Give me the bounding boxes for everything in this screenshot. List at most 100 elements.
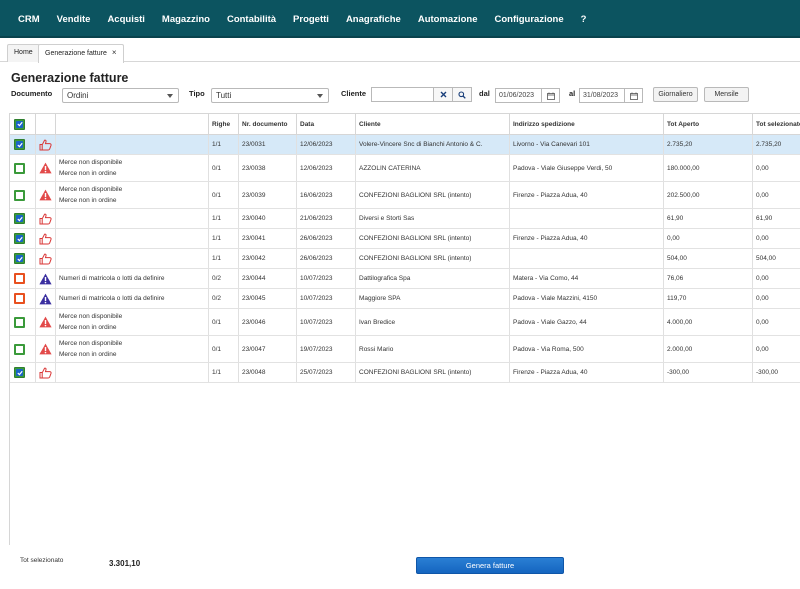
cell-tot-selezionato: 0,00	[756, 345, 769, 353]
column-divider	[296, 289, 297, 308]
column-divider	[55, 336, 56, 362]
row-checkbox[interactable]	[14, 189, 25, 201]
column-divider	[752, 114, 753, 134]
documento-select[interactable]: Ordini	[62, 88, 179, 103]
tab-generazione-fatture-label: Generazione fatture	[45, 50, 107, 57]
column-divider	[663, 363, 664, 382]
select-all-checkbox[interactable]	[14, 118, 25, 130]
cell-data: 21/06/2023	[300, 215, 333, 222]
column-divider	[355, 363, 356, 382]
nav-item-help[interactable]: ?	[580, 13, 587, 25]
column-divider	[355, 309, 356, 335]
table-row[interactable]: 1/1 23/0048 25/07/2023 CONFEZIONI BAGLIONI …	[10, 363, 800, 383]
giornaliero-button[interactable]: Giornaliero	[653, 87, 698, 102]
al-calendar-button[interactable]	[624, 88, 643, 103]
column-divider	[35, 309, 36, 335]
row-checkbox[interactable]	[14, 367, 25, 378]
tab-generazione-fatture[interactable]: Generazione fatture ×	[38, 44, 124, 63]
cell-nr-documento: 23/0042	[242, 255, 266, 262]
nav-item-contabilit[interactable]: Contabilità	[226, 13, 277, 25]
header-messages	[55, 114, 208, 134]
table-row[interactable]: Merce non disponibile Merce non in ordine…	[10, 182, 800, 209]
header-tot-aperto[interactable]: Tot Aperto	[667, 120, 700, 128]
nav-item-acquisti[interactable]: Acquisti	[107, 13, 145, 25]
nav-item-automazione[interactable]: Automazione	[417, 13, 478, 25]
top-navbar: CRM Vendite Acquisti Magazzino Contabilità Pr…	[0, 0, 800, 38]
row-checkbox[interactable]	[14, 343, 25, 355]
row-status-cell	[35, 289, 55, 308]
genera-fatture-button[interactable]: Genera fatture	[416, 557, 564, 574]
dal-date-input[interactable]: 01/06/2023	[495, 88, 542, 103]
cell-nr-documento: 23/0031	[242, 141, 266, 148]
cell-data: 26/06/2023	[300, 255, 333, 262]
cell-tot-selezionato: 2.735,20	[756, 141, 782, 148]
mensile-button[interactable]: Mensile	[704, 87, 749, 102]
row-checkbox[interactable]	[14, 139, 25, 150]
column-divider	[296, 336, 297, 362]
column-divider	[355, 249, 356, 268]
row-select-cell	[10, 249, 35, 268]
cliente-input[interactable]	[371, 87, 434, 102]
row-checkbox[interactable]	[14, 233, 25, 244]
header-cliente[interactable]: Cliente	[359, 120, 381, 128]
table-row[interactable]: Merce non disponibile Merce non in ordine…	[10, 155, 800, 182]
row-checkbox[interactable]	[14, 293, 25, 304]
column-divider	[752, 336, 753, 362]
al-date-input[interactable]: 31/08/2023	[579, 88, 625, 103]
column-divider	[35, 135, 36, 154]
nav-item-progetti[interactable]: Progetti	[293, 13, 329, 25]
table-row[interactable]: Merce non disponibile Merce non in ordine…	[10, 336, 800, 363]
column-divider	[208, 182, 209, 208]
table-row[interactable]: 1/1 23/0042 26/06/2023 CONFEZIONI BAGLIONI …	[10, 249, 800, 269]
column-divider	[35, 155, 36, 181]
nav-item-anagrafiche[interactable]: Anagrafiche	[345, 13, 401, 25]
close-tab-icon[interactable]: ×	[111, 48, 117, 57]
nav-item-configurazione[interactable]: Configurazione	[494, 13, 564, 25]
column-divider	[355, 182, 356, 208]
table-row[interactable]: 1/1 23/0031 12/06/2023 Volere-Vincere Snc d…	[10, 135, 800, 155]
header-data[interactable]: Data	[300, 120, 315, 128]
row-select-cell	[10, 336, 35, 362]
header-tot-selezionato[interactable]: Tot selezionato	[756, 120, 800, 128]
table-row[interactable]: Merce non disponibile Merce non in ordine…	[10, 309, 800, 336]
header-nr-documento[interactable]: Nr. documento	[242, 120, 288, 128]
tot-selezionato-label: Tot selezionato	[20, 557, 64, 564]
header-righe[interactable]: Righe	[212, 120, 231, 128]
column-divider	[55, 309, 56, 335]
cell-cliente: CONFEZIONI BAGLIONI SRL (intento)	[359, 255, 472, 262]
cell-tot-aperto: 2.000,00	[667, 345, 693, 353]
nav-item-crm[interactable]: CRM	[18, 13, 40, 25]
clear-cliente-button[interactable]	[433, 87, 453, 102]
column-divider	[208, 155, 209, 181]
column-divider	[663, 229, 664, 248]
nav-item-magazzino[interactable]: Magazzino	[161, 13, 210, 25]
row-checkbox[interactable]	[14, 213, 25, 224]
search-icon	[458, 90, 466, 99]
documento-value: Ordini	[67, 91, 89, 100]
nav-item-vendite[interactable]: Vendite	[56, 13, 91, 25]
column-divider	[663, 309, 664, 335]
row-checkbox[interactable]	[14, 162, 25, 174]
tipo-select[interactable]: Tutti	[211, 88, 329, 103]
row-select-cell	[10, 309, 35, 335]
header-indirizzo-spedizione[interactable]: Indirizzo spedizione	[513, 120, 575, 128]
row-checkbox[interactable]	[14, 253, 25, 264]
row-message: Numeri di matricola o lotti da definire	[59, 275, 165, 282]
row-select-cell	[10, 229, 35, 248]
column-divider	[238, 309, 239, 335]
table-row[interactable]: Numeri di matricola o lotti da definire 0…	[10, 269, 800, 289]
table-row[interactable]: 1/1 23/0040 21/06/2023 Diversi e Storti Sas…	[10, 209, 800, 229]
column-divider	[55, 289, 56, 308]
cell-indirizzo	[509, 209, 663, 228]
row-checkbox[interactable]	[14, 316, 25, 328]
row-checkbox[interactable]	[14, 273, 25, 284]
search-cliente-button[interactable]	[452, 87, 472, 102]
dal-calendar-button[interactable]	[541, 88, 560, 103]
cell-cliente: CONFEZIONI BAGLIONI SRL (intento)	[359, 235, 472, 242]
column-divider	[752, 249, 753, 268]
table-row[interactable]: Numeri di matricola o lotti da definire 0…	[10, 289, 800, 309]
table-row[interactable]: 1/1 23/0041 26/06/2023 CONFEZIONI BAGLIONI …	[10, 229, 800, 249]
row-message: Merce non disponibile	[59, 313, 123, 320]
tab-home[interactable]: Home	[7, 44, 40, 62]
column-divider	[355, 114, 356, 134]
